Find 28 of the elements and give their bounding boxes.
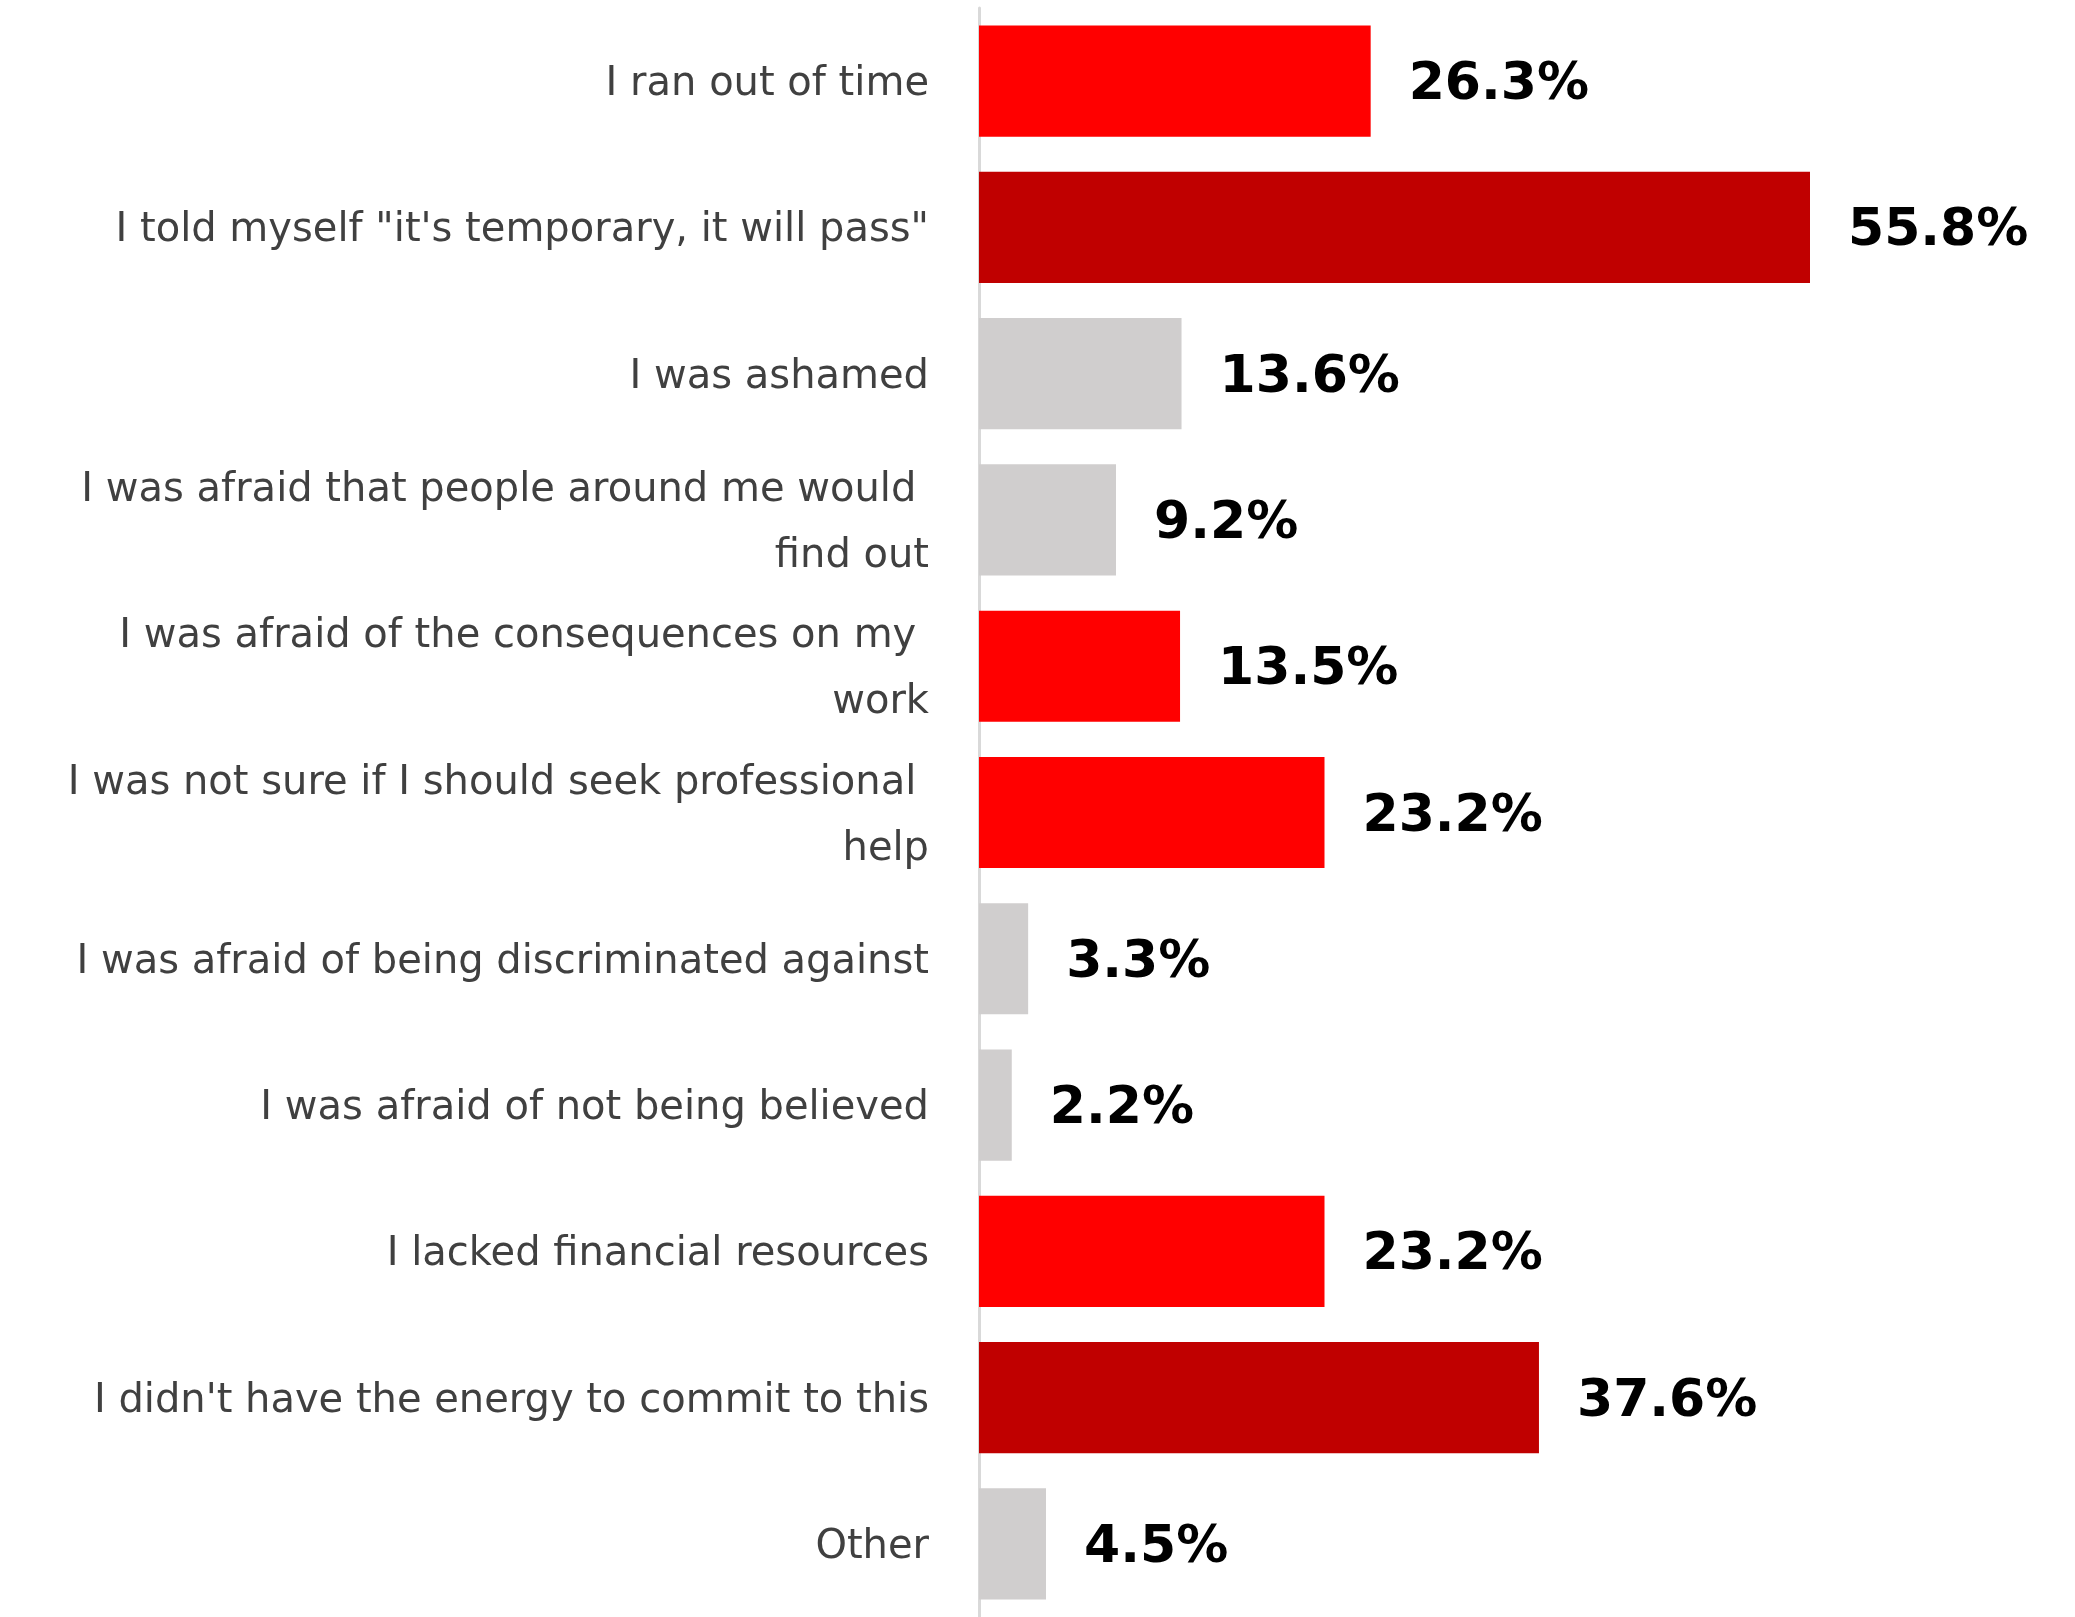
data-label: 55.8% <box>1848 197 2029 258</box>
y-tick-label: Other <box>815 1520 930 1567</box>
y-tick-label: I was afraid that people around me would find out <box>81 463 929 576</box>
data-label: 2.2% <box>1049 1075 1194 1136</box>
data-label: 9.2% <box>1154 489 1299 550</box>
y-tick-label: I was afraid of not being believed <box>260 1082 929 1129</box>
bar <box>979 1342 1539 1454</box>
bar <box>979 25 1371 137</box>
y-tick-label: I told myself "it's temporary, it will pass" <box>115 204 929 251</box>
bar <box>979 1195 1325 1307</box>
data-label: 37.6% <box>1576 1367 1758 1428</box>
y-tick-label: I was afraid of being discriminated against <box>76 935 929 982</box>
data-label: 23.2% <box>1362 782 1543 843</box>
bar <box>979 610 1181 722</box>
bar <box>979 171 1810 283</box>
data-label: 23.2% <box>1362 1221 1543 1282</box>
data-label: 13.6% <box>1219 343 1400 404</box>
data-label: 3.3% <box>1066 928 1211 989</box>
y-tick-label: I didn't have the energy to commit to this <box>93 1374 929 1421</box>
data-label: 13.5% <box>1218 636 1399 697</box>
y-tick-label: I was afraid of the consequences on my work <box>119 610 930 723</box>
y-tick-label: I lacked financial resources <box>386 1228 929 1275</box>
data-label: 4.5% <box>1084 1513 1229 1574</box>
y-tick-label: I was ashamed <box>629 350 929 397</box>
bar <box>979 756 1325 869</box>
y-tick-label: I was not sure if I should seek professional help <box>67 756 929 869</box>
y-tick-label: I ran out of time <box>605 58 929 105</box>
data-label: 26.3% <box>1408 51 1590 112</box>
